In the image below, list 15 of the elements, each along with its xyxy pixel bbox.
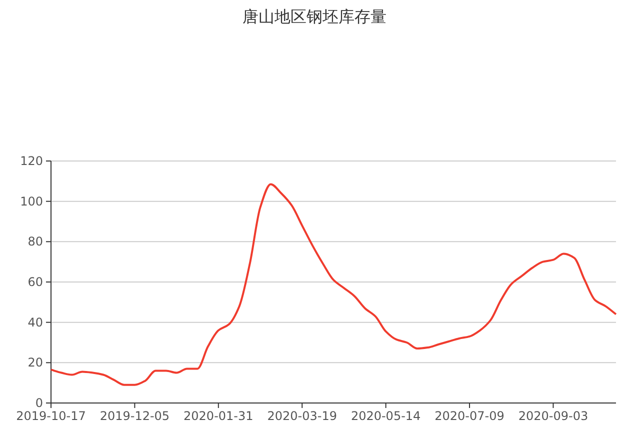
x-tick-label: 2019-10-17	[16, 409, 86, 423]
y-tick-label: 80	[28, 234, 43, 249]
y-tick-label: 0	[35, 396, 43, 410]
y-tick-label: 60	[28, 275, 43, 289]
x-tick-label: 2020-05-14	[350, 409, 421, 423]
x-tick-label: 2019-12-05	[100, 409, 170, 423]
x-tick-label: 2020-07-09	[434, 409, 504, 423]
y-tick-label: 40	[28, 315, 43, 330]
chart-title: 唐山地区钢坯库存量	[242, 7, 386, 26]
y-tick-label: 20	[28, 356, 43, 370]
y-tick-label: 120	[20, 154, 43, 168]
y-tick-label: 100	[20, 194, 43, 208]
x-tick-label: 2020-09-03	[518, 409, 588, 423]
x-tick-label: 2020-03-19	[267, 409, 337, 423]
x-tick-label: 2020-01-31	[184, 409, 254, 423]
